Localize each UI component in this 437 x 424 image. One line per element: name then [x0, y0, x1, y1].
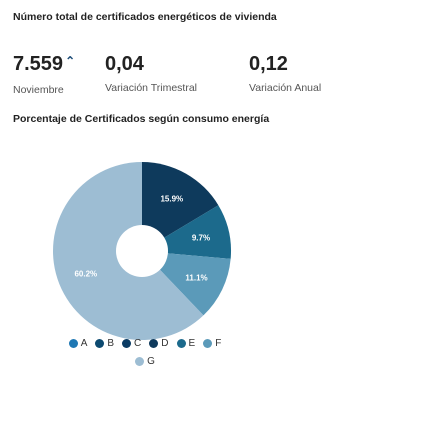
legend-label: C: [134, 337, 142, 349]
legend-label: E: [188, 337, 196, 349]
donut-hole: [116, 225, 168, 277]
kpi-row: 7.559 ⌃ Noviembre 0,04 Variación Trimestr…: [13, 52, 433, 96]
legend-swatch: [149, 338, 159, 348]
legend-label: A: [80, 337, 88, 349]
legend-swatch: [68, 338, 78, 348]
pie-slice-f[interactable]: [142, 251, 231, 316]
legend-item-e[interactable]: E: [176, 337, 196, 349]
kpi-value: 0,04: [105, 53, 144, 75]
legend-item-d[interactable]: D: [149, 337, 169, 349]
kpi-label: Noviembre: [13, 84, 64, 96]
kpi-quarterly-variation: 0,04 Variación Trimestral: [105, 52, 197, 94]
pie-label-f: 11.1%: [185, 273, 207, 282]
legend-swatch: [122, 338, 132, 348]
kpi-label: Variación Trimestral: [105, 82, 197, 94]
legend-swatch: [176, 338, 186, 348]
pie-label-d: 15.9%: [160, 194, 183, 203]
kpi-value: 7.559 ⌃: [13, 53, 76, 75]
kpi-annual-variation: 0,12 Variación Anual: [249, 52, 321, 94]
legend-item-g[interactable]: G: [135, 356, 155, 367]
legend-item-c[interactable]: C: [122, 338, 141, 349]
pie-slice-d[interactable]: [142, 162, 219, 251]
legend-label: D: [161, 337, 169, 349]
kpi-value: 0,12: [249, 53, 288, 75]
certificates-total-title: Número total de certificados energéticos…: [13, 11, 277, 23]
legend-swatch: [95, 338, 105, 348]
legend-label: F: [215, 337, 222, 349]
kpi-november: 7.559 ⌃ Noviembre: [13, 52, 75, 96]
pie-label-g: 60.2%: [74, 270, 97, 279]
legend-label: B: [107, 337, 115, 349]
trend-up-icon: ⌃: [65, 54, 76, 68]
chart-title: Porcentaje de Certificados según consumo…: [13, 113, 270, 125]
pie-label-e: 9.7%: [192, 233, 210, 242]
pie-chart: 15.9% 9.7% 11.1% 60.2%: [53, 162, 231, 340]
legend-item-f[interactable]: F: [203, 338, 221, 349]
legend-item-a[interactable]: A: [68, 337, 88, 349]
legend-item-b[interactable]: B: [95, 338, 114, 349]
kpi-label: Variación Anual: [249, 82, 322, 94]
legend-swatch: [203, 338, 213, 348]
chart-legend: A B C D E F G: [0, 334, 290, 370]
legend-label: G: [147, 355, 155, 367]
legend-swatch: [135, 356, 145, 366]
